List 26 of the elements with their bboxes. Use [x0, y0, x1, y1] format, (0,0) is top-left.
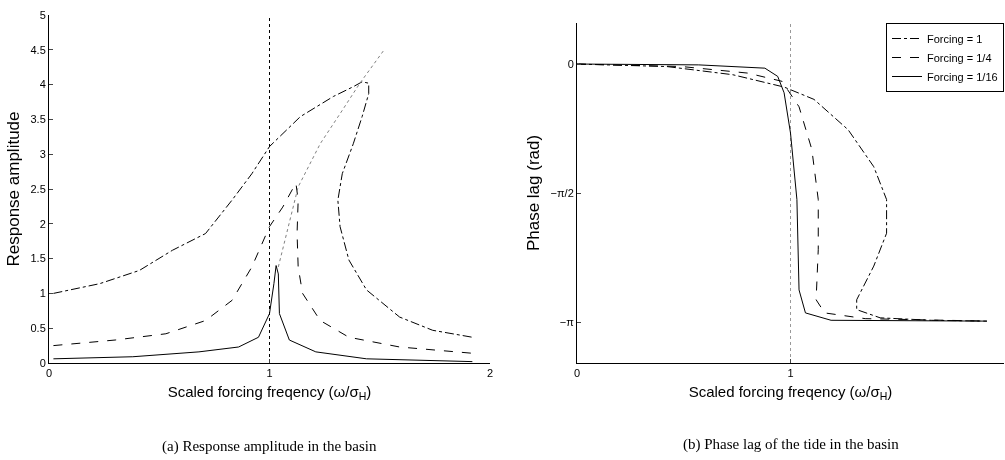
y-tick-label: 5 — [39, 8, 46, 21]
y-tick-label: 0 — [39, 356, 46, 369]
x-tick-label: 1 — [787, 367, 794, 380]
y-tick-label: 2 — [39, 217, 46, 230]
x-tick-label: 1 — [266, 367, 273, 380]
x-tick-label: 2 — [486, 367, 494, 380]
x-axis-title: Scaled forcing freqency (ω/σ$_{H}$) — [167, 383, 372, 403]
y-tick-label: 3.5 — [30, 113, 46, 126]
y-tick-label: −π — [559, 315, 575, 328]
text: (a) Response amplitude in the basin — [162, 438, 378, 455]
y-tick-label: 2.5 — [30, 182, 46, 195]
y-tick-label: 1.5 — [30, 252, 46, 265]
y-tick-label: −π/2 — [550, 186, 574, 199]
y-axis-title: Phase lag (rad) — [524, 134, 544, 252]
y-axis-title: Response amplitude — [4, 111, 24, 267]
y-tick-label: 0.5 — [30, 322, 46, 335]
legend-label: Forcing = 1 — [927, 32, 983, 45]
x-axis-title: Scaled forcing freqency (ω/σ$_{H}$) — [688, 383, 893, 403]
y-tick-label: 0 — [567, 57, 574, 70]
y-tick-label: 4 — [39, 78, 46, 91]
text: (b) Phase lag of the tide in the basin — [683, 436, 900, 453]
y-tick-label: 3 — [39, 148, 46, 161]
y-tick-label: 1 — [39, 287, 46, 300]
legend-label: Forcing = 1/4 — [927, 51, 992, 64]
y-tick-label: 4.5 — [30, 43, 46, 56]
legend-label: Forcing = 1/16 — [927, 70, 998, 83]
